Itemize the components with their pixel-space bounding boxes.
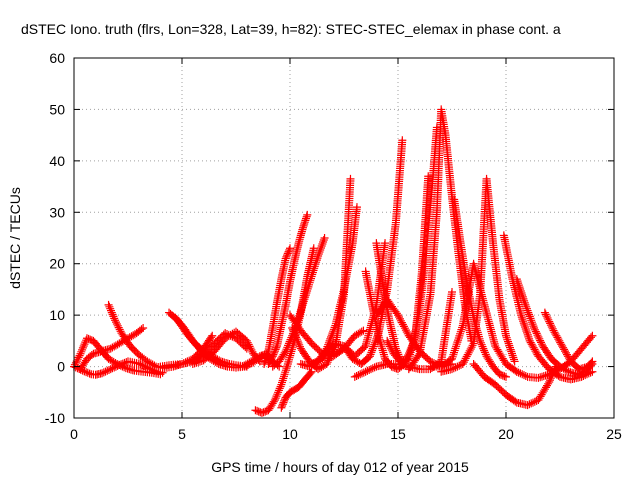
y-tick-label: -10	[45, 410, 65, 426]
series-trail	[439, 177, 518, 376]
series-trail	[406, 107, 476, 372]
series-trail	[514, 333, 595, 382]
y-tick-label: 30	[49, 204, 65, 220]
data-point	[350, 372, 359, 381]
data-point	[545, 370, 554, 379]
data-point	[558, 342, 567, 350]
series-arc-30	[499, 231, 597, 384]
data-point	[76, 349, 85, 358]
series-trail	[513, 277, 596, 378]
data-point	[521, 300, 530, 309]
data-point	[301, 293, 310, 302]
series-trail	[384, 125, 441, 365]
data-point	[361, 367, 370, 376]
x-tick-label: 0	[70, 426, 78, 442]
data-point	[588, 367, 597, 376]
data-point	[512, 367, 521, 376]
data-point	[549, 326, 558, 335]
data-point	[320, 234, 329, 242]
data-point	[458, 360, 467, 368]
series-arc-08	[188, 327, 264, 368]
series-arc-13	[264, 210, 312, 368]
y-tick-label: 10	[49, 307, 65, 323]
series-arc-31	[512, 275, 597, 379]
y-tick-label: 40	[49, 153, 65, 169]
series-arc-29	[469, 360, 560, 410]
y-tick-label: 50	[49, 101, 65, 117]
x-tick-label: 20	[498, 426, 514, 442]
y-tick-label: 20	[49, 256, 65, 272]
series-arc-28	[437, 174, 519, 376]
series-trail	[265, 212, 311, 367]
y-tick-label: 60	[49, 50, 65, 66]
series-arc-02	[70, 357, 167, 379]
data-point	[115, 361, 124, 370]
x-tick-label: 5	[178, 426, 186, 442]
series-arc-11	[277, 367, 316, 412]
data-point	[530, 324, 539, 332]
x-tick-label: 15	[390, 426, 406, 442]
data-point	[106, 365, 115, 374]
x-tick-label: 10	[282, 426, 298, 442]
data-point	[288, 324, 297, 332]
data-point	[359, 326, 368, 335]
data-point	[512, 275, 521, 284]
series-trail	[77, 325, 146, 372]
data-point	[510, 357, 519, 366]
data-point	[104, 300, 113, 309]
y-axis-label: dSTEC / TECUs	[7, 187, 23, 289]
series-trail	[428, 261, 520, 375]
series-arc-26	[426, 259, 521, 376]
series-trail	[278, 369, 315, 410]
x-tick-label: 25	[606, 426, 622, 442]
series-arc-33	[512, 331, 597, 382]
x-axis-label: GPS time / hours of day 012 of year 2015	[211, 459, 469, 475]
data-point	[525, 336, 534, 345]
series-trail	[471, 361, 559, 409]
data-point	[111, 316, 120, 325]
data-point	[307, 360, 316, 368]
data-point	[286, 244, 294, 253]
y-tick-label: 0	[57, 359, 65, 375]
series-trail	[253, 246, 318, 417]
data-point	[383, 336, 392, 345]
series-trail	[71, 357, 165, 379]
data-point	[294, 313, 303, 322]
chart-title: dSTEC Iono. truth (flrs, Lon=328, Lat=39…	[21, 21, 561, 37]
axis-ticks: 0 5 10 15 20 25 -10 0 10 20 30 40 50 60	[45, 50, 622, 442]
data-marks	[70, 105, 597, 417]
data-point	[540, 308, 549, 317]
plot-frame	[73, 57, 615, 419]
series-trail	[190, 328, 263, 368]
series-trail	[260, 246, 294, 367]
data-point	[277, 403, 286, 412]
